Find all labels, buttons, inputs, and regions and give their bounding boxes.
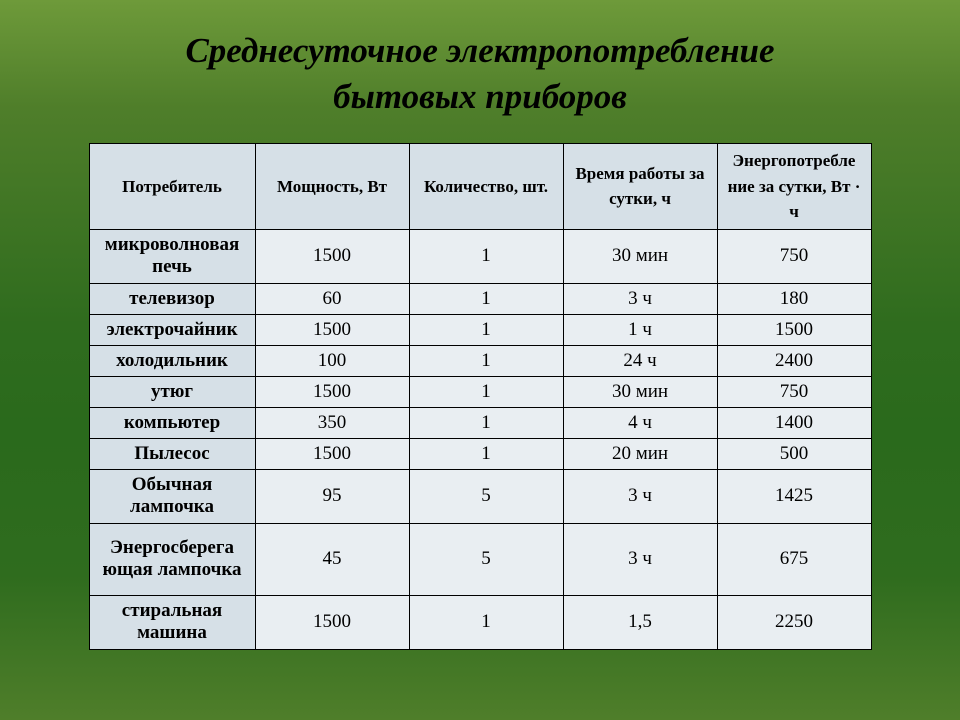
- row-value: 30 мин: [563, 376, 717, 407]
- column-header: Мощность, Вт: [255, 144, 409, 230]
- row-value: 1: [409, 407, 563, 438]
- table-row: утюг1500130 мин750: [89, 376, 871, 407]
- row-value: 1 ч: [563, 314, 717, 345]
- row-value: 60: [255, 283, 409, 314]
- row-value: 2250: [717, 595, 871, 649]
- table-row: электрочайник150011 ч1500: [89, 314, 871, 345]
- column-header: Количество, шт.: [409, 144, 563, 230]
- row-value: 1400: [717, 407, 871, 438]
- table-row: микроволновая печь1500130 мин750: [89, 229, 871, 283]
- row-value: 1: [409, 314, 563, 345]
- row-value: 1: [409, 283, 563, 314]
- row-value: 1500: [255, 595, 409, 649]
- table-row: холодильник100124 ч2400: [89, 345, 871, 376]
- table-row: компьютер35014 ч1400: [89, 407, 871, 438]
- row-value: 1500: [255, 314, 409, 345]
- table-row: телевизор6013 ч180: [89, 283, 871, 314]
- row-value: 1425: [717, 469, 871, 523]
- row-value: 3 ч: [563, 283, 717, 314]
- table-row: Энергосберега ющая лампочка4553 ч675: [89, 523, 871, 595]
- column-header: Энергопотребле ние за сутки, Вт · ч: [717, 144, 871, 230]
- column-header: Время работы за сутки, ч: [563, 144, 717, 230]
- table-row: Пылесос1500120 мин500: [89, 438, 871, 469]
- column-header: Потребитель: [89, 144, 255, 230]
- title-line-1: Среднесуточное электропотребление: [60, 28, 900, 74]
- page-title: Среднесуточное электропотреблениебытовых…: [60, 28, 900, 119]
- row-value: 100: [255, 345, 409, 376]
- row-value: 350: [255, 407, 409, 438]
- row-label: электрочайник: [89, 314, 255, 345]
- row-label: компьютер: [89, 407, 255, 438]
- row-value: 1500: [255, 229, 409, 283]
- table-row: Обычная лампочка9553 ч1425: [89, 469, 871, 523]
- row-label: утюг: [89, 376, 255, 407]
- row-value: 45: [255, 523, 409, 595]
- row-label: стиральная машина: [89, 595, 255, 649]
- consumption-table: ПотребительМощность, ВтКоличество, шт.Вр…: [89, 143, 872, 650]
- row-label: холодильник: [89, 345, 255, 376]
- row-label: телевизор: [89, 283, 255, 314]
- table-header-row: ПотребительМощность, ВтКоличество, шт.Вр…: [89, 144, 871, 230]
- title-line-2: бытовых приборов: [60, 74, 900, 120]
- row-value: 4 ч: [563, 407, 717, 438]
- row-value: 2400: [717, 345, 871, 376]
- row-value: 1,5: [563, 595, 717, 649]
- row-value: 1: [409, 595, 563, 649]
- row-value: 1: [409, 376, 563, 407]
- row-value: 1500: [717, 314, 871, 345]
- row-value: 20 мин: [563, 438, 717, 469]
- row-value: 1: [409, 345, 563, 376]
- row-value: 750: [717, 376, 871, 407]
- row-value: 5: [409, 469, 563, 523]
- row-value: 1500: [255, 376, 409, 407]
- row-value: 95: [255, 469, 409, 523]
- row-value: 3 ч: [563, 523, 717, 595]
- row-value: 500: [717, 438, 871, 469]
- row-value: 5: [409, 523, 563, 595]
- row-value: 1: [409, 229, 563, 283]
- row-value: 675: [717, 523, 871, 595]
- row-label: микроволновая печь: [89, 229, 255, 283]
- row-value: 180: [717, 283, 871, 314]
- row-label: Энергосберега ющая лампочка: [89, 523, 255, 595]
- row-value: 1500: [255, 438, 409, 469]
- row-value: 24 ч: [563, 345, 717, 376]
- table-row: стиральная машина150011,52250: [89, 595, 871, 649]
- row-label: Пылесос: [89, 438, 255, 469]
- row-label: Обычная лампочка: [89, 469, 255, 523]
- row-value: 750: [717, 229, 871, 283]
- row-value: 30 мин: [563, 229, 717, 283]
- row-value: 3 ч: [563, 469, 717, 523]
- row-value: 1: [409, 438, 563, 469]
